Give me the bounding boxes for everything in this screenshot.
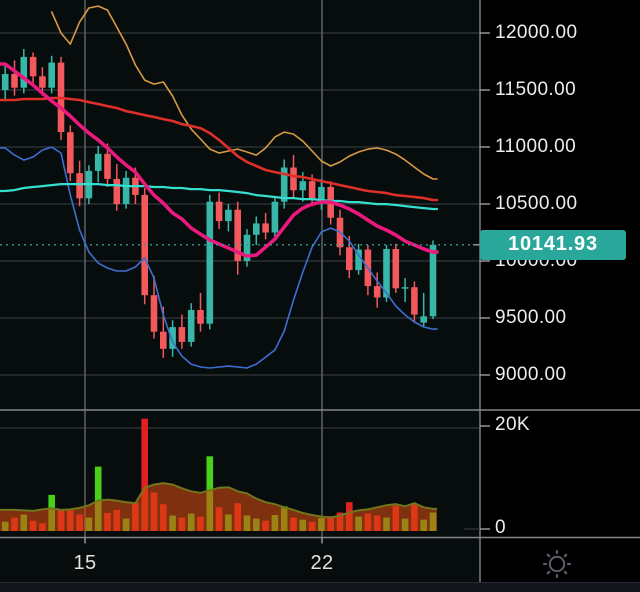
volume-ma-area xyxy=(0,482,437,531)
current-price-value: 10141.93 xyxy=(508,233,598,256)
time-axis-label: 22 xyxy=(310,552,334,574)
volume-axis-label: 0 xyxy=(495,517,506,538)
sun-gear-icon xyxy=(543,550,571,578)
gridlines xyxy=(0,0,480,538)
moving-average-lines xyxy=(0,5,439,369)
price-axis-label: 10500.00 xyxy=(495,193,578,214)
price-axis-label: 11000.00 xyxy=(495,136,577,157)
price-axis-label: 12000.00 xyxy=(495,22,578,43)
volume-axis-label: 20K xyxy=(495,414,531,435)
chart-background xyxy=(0,0,480,582)
time-axis-label: 15 xyxy=(73,552,97,574)
home-indicator-area xyxy=(0,582,640,592)
price-axis-label: 11500.00 xyxy=(495,79,577,100)
chart-settings-button[interactable] xyxy=(539,546,575,582)
price-axis-label: 9500.00 xyxy=(495,307,567,328)
current-price-badge: 10141.93 xyxy=(480,229,626,260)
price-axis-label: 9000.00 xyxy=(495,364,567,385)
